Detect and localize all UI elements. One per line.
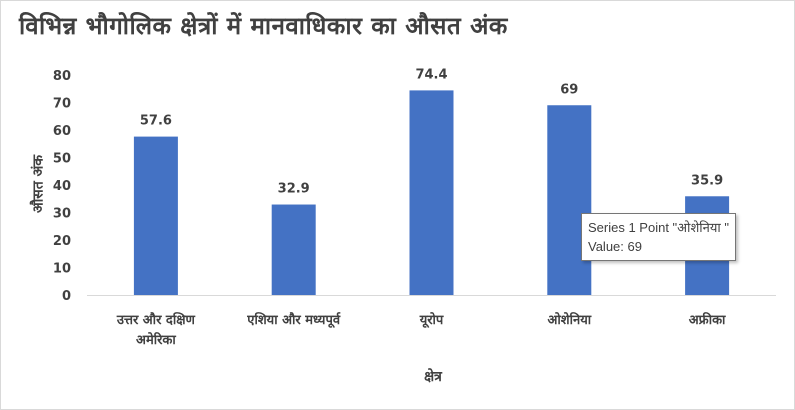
bar[interactable] <box>547 105 592 295</box>
tooltip-value: Value: 69 <box>588 239 642 254</box>
y-tick-label: 10 <box>53 262 71 277</box>
data-label: 74.4 <box>415 67 447 82</box>
x-tick-label: अफ्रीका <box>688 313 726 328</box>
bar[interactable] <box>409 90 454 296</box>
data-point-tooltip: Series 1 Point "ओशेनिया " Value: 69 <box>581 213 737 261</box>
x-axis-title: क्षेत्र <box>424 369 442 385</box>
y-tick-label: 20 <box>53 234 71 249</box>
x-tick-label: यूरोप <box>419 313 444 328</box>
x-tick-label: एशिया और मध्यपूर्व <box>247 313 341 328</box>
bar[interactable] <box>271 204 316 295</box>
x-tick-label: ओशेनिया <box>547 313 592 328</box>
data-label: 57.6 <box>140 114 172 129</box>
data-label: 32.9 <box>278 182 310 197</box>
y-tick-label: 50 <box>53 152 71 167</box>
bar[interactable] <box>133 136 178 295</box>
data-label: 35.9 <box>691 173 723 188</box>
y-tick-label: 30 <box>53 207 71 222</box>
chart-title: विभिन्न भौगोलिक क्षेत्रों में मानवाधिकार… <box>19 12 508 40</box>
y-tick-label: 0 <box>62 289 71 304</box>
data-label: 69 <box>560 82 578 97</box>
y-tick-label: 40 <box>53 179 71 194</box>
tooltip-series-point: Series 1 Point "ओशेनिया " <box>588 220 730 235</box>
x-tick-label: उत्तर और दक्षिण अमेरिका <box>116 313 195 348</box>
y-tick-label: 70 <box>53 97 71 112</box>
y-tick-label: 80 <box>53 69 71 84</box>
y-tick-label: 60 <box>53 124 71 139</box>
